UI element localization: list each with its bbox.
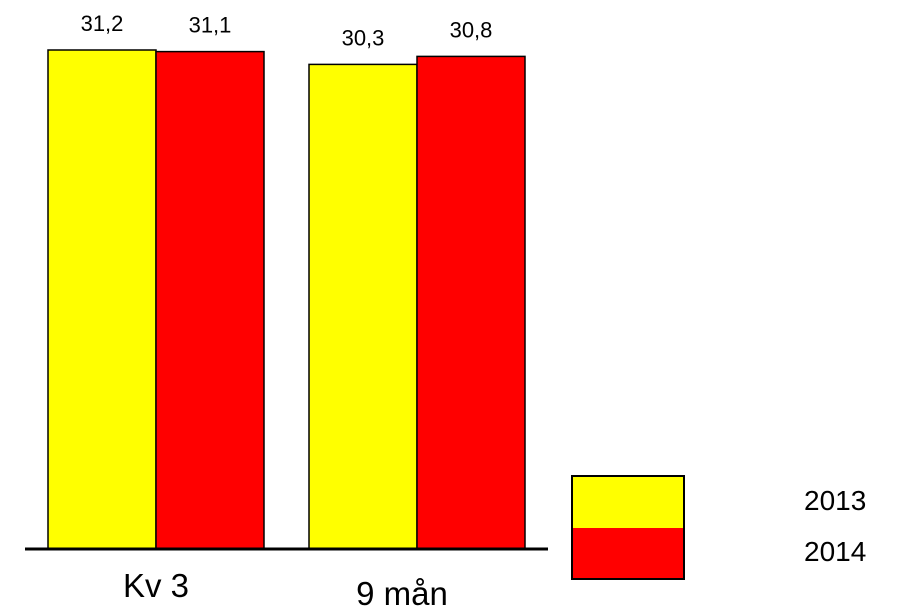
value-label-2013-0: 31,2	[81, 11, 124, 36]
legend-swatch-2013	[573, 477, 683, 528]
category-label-1: 9 mån	[356, 575, 448, 612]
bar-2014-0	[155, 50, 265, 550]
category-label-0: Kv 3	[123, 567, 189, 604]
bar-2013-0	[47, 49, 157, 550]
value-label-2014-1: 30,8	[450, 17, 493, 42]
bars-group	[47, 49, 526, 550]
legend-label-2013: 2013	[804, 485, 867, 516]
legend-swatch-2014	[573, 527, 683, 578]
legend-label-2014: 2014	[804, 536, 867, 567]
value-label-2014-0: 31,1	[189, 13, 232, 38]
legend-swatch	[571, 475, 685, 580]
value-labels-group: 31,2 31,1 30,3 30,8	[81, 11, 493, 50]
value-label-2013-1: 30,3	[342, 25, 385, 50]
bar-2013-1	[308, 63, 418, 550]
legend	[571, 475, 685, 580]
bar-2014-1	[416, 55, 526, 550]
category-labels-group: Kv 3 9 mån	[123, 567, 448, 612]
